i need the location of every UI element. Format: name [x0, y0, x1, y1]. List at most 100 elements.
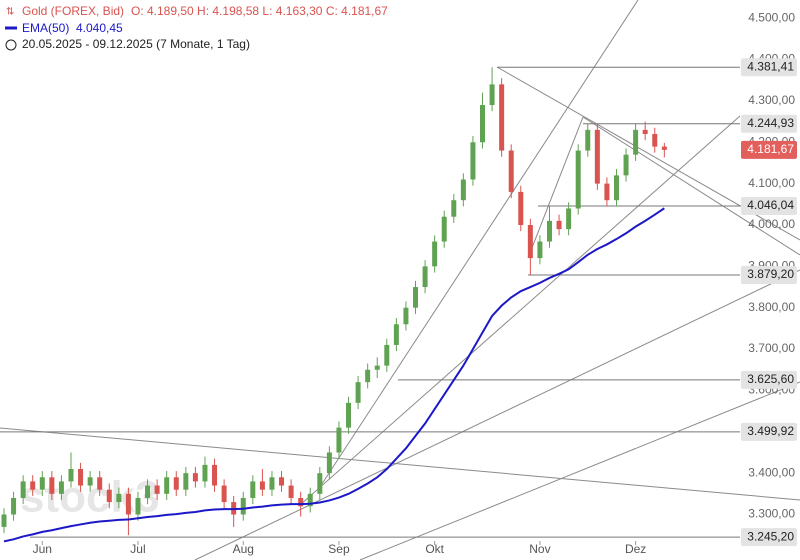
candle-body — [106, 489, 112, 503]
candle-body — [642, 129, 648, 135]
level-group — [0, 66, 740, 538]
y-tick-label: 3.300,00 — [748, 507, 795, 521]
candle-body — [374, 365, 380, 370]
candle-body — [58, 481, 64, 494]
x-tick-label: Jul — [130, 542, 145, 556]
candle-body — [317, 473, 323, 494]
level-label-box — [741, 58, 797, 77]
x-tick-label: Okt — [425, 542, 444, 556]
candle-body — [164, 477, 170, 494]
candle-body — [202, 464, 208, 482]
ohlc-text: O: 4.189,50 H: 4.198,58 L: 4.163,30 C: 4… — [131, 4, 388, 18]
candle-body — [613, 175, 619, 201]
candle-body — [145, 485, 151, 498]
candle-body — [135, 497, 141, 515]
candle-body — [575, 150, 581, 209]
candle-body — [87, 477, 93, 486]
level-label: 4.381,41 — [747, 59, 794, 73]
candle-body — [173, 477, 179, 490]
candle-body — [336, 427, 342, 453]
last-price-label: 4.181,67 — [747, 142, 794, 156]
candle-body — [212, 464, 218, 486]
candle-body — [604, 183, 610, 201]
candle-body — [30, 481, 36, 490]
instrument-icon: ⇅ — [6, 7, 14, 18]
overlay-group — [3, 207, 665, 543]
candle-body — [413, 287, 419, 308]
x-tick-label: Nov — [529, 542, 550, 556]
level-label-box — [741, 265, 797, 284]
candle-body — [346, 402, 352, 428]
y-tick-label: 3.400,00 — [748, 465, 795, 479]
candle-body — [499, 84, 505, 151]
candle-body — [240, 497, 246, 515]
candle-body — [183, 473, 189, 490]
candle-body — [460, 179, 466, 201]
candle-body — [470, 142, 476, 180]
candle-body — [537, 241, 543, 259]
candle-body — [661, 146, 667, 150]
trend-line — [359, 381, 800, 560]
ema-line — [3, 207, 665, 543]
candle-body — [585, 129, 591, 151]
level-label: 3.245,20 — [747, 529, 794, 543]
candle-body — [480, 105, 485, 143]
candle-body — [192, 473, 198, 482]
trend-line — [299, 115, 741, 506]
level-label-box — [741, 422, 797, 441]
x-tick-label: Aug — [233, 542, 254, 556]
instrument-title: Gold (FOREX, Bid) — [22, 4, 124, 18]
level-label: 3.625,60 — [747, 372, 794, 386]
candle-body — [279, 477, 285, 486]
candle-body — [355, 382, 361, 403]
y-tick-label: 4.000,00 — [748, 217, 795, 231]
candle-body — [326, 452, 332, 474]
axis-group: 3.300,003.400,003.500,003.600,003.700,00… — [33, 10, 797, 556]
y-tick-label: 3.800,00 — [748, 300, 795, 314]
ema-legend-value: 4.040,45 — [76, 21, 123, 35]
trend-line — [527, 116, 584, 259]
candle-body — [269, 477, 275, 490]
y-tick-label: 3.700,00 — [748, 341, 795, 355]
candle-body — [422, 266, 428, 288]
candle-body — [68, 469, 74, 482]
level-label-box — [741, 528, 797, 547]
candle-body — [250, 481, 256, 498]
candle-body — [49, 477, 55, 494]
candle-body — [508, 150, 514, 192]
clock-icon — [5, 39, 17, 51]
candle-body — [652, 134, 658, 147]
y-tick-label: 4.300,00 — [748, 93, 795, 107]
candle-body — [97, 477, 103, 490]
y-tick-label: 4.100,00 — [748, 176, 795, 190]
candle-body — [527, 224, 533, 259]
level-label: 3.499,92 — [747, 424, 794, 438]
candle-body — [546, 220, 552, 242]
level-label: 3.879,20 — [747, 267, 794, 281]
candle-body — [365, 369, 371, 383]
candle-body — [556, 220, 562, 230]
trend-line — [0, 427, 800, 501]
candle-group — [1, 67, 667, 536]
trend-line — [582, 116, 800, 256]
trend-line — [194, 269, 800, 560]
x-tick-label: Jun — [33, 542, 52, 556]
candle-body — [384, 344, 390, 366]
candle-body — [307, 493, 313, 507]
candle-body — [125, 493, 131, 515]
last-price-box — [741, 140, 797, 159]
candle-body — [116, 493, 122, 503]
trend-line — [317, 0, 639, 491]
candle-body — [441, 216, 447, 242]
candle-body — [39, 477, 45, 490]
y-tick-label: 4.500,00 — [748, 10, 795, 24]
candle-body — [451, 200, 457, 217]
candle-body — [594, 129, 600, 184]
level-label-box — [741, 114, 797, 133]
candle-body — [11, 497, 17, 515]
candle-body — [78, 469, 84, 486]
candle-body — [566, 208, 572, 230]
level-label: 4.244,93 — [747, 116, 794, 130]
